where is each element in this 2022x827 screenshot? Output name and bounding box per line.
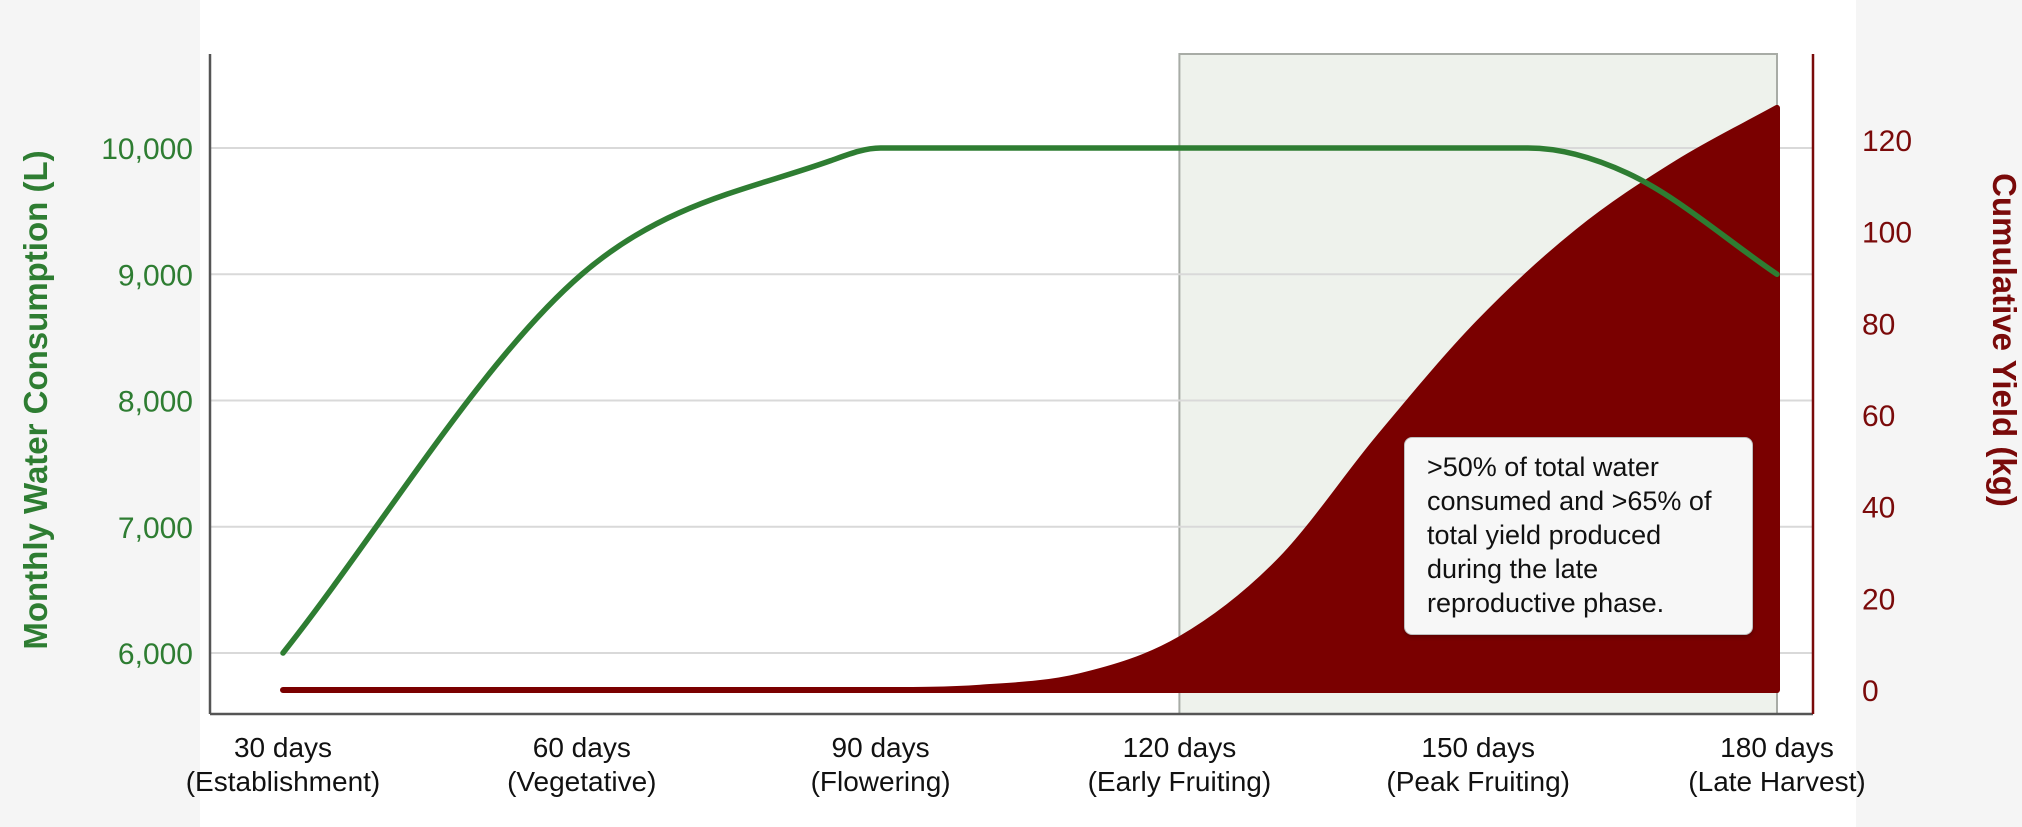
y-tick-label-right: 60 [1862, 400, 1895, 433]
y-axis-title-left: Monthly Water Consumption (L) [17, 150, 54, 649]
annotation-line: during the late [1427, 554, 1599, 584]
annotation-box: >50% of total water consumed and >65% of t… [1404, 437, 1753, 635]
annotation-line: >50% of total water [1427, 452, 1659, 482]
y-tick-label-left: 9,000 [118, 259, 193, 292]
x-tick-label: 180 days (Late Harvest) [1688, 732, 1865, 797]
x-tick-label: 30 days (Establishment) [186, 732, 381, 797]
y-tick-label-right: 120 [1862, 125, 1912, 158]
y-tick-label-right: 40 [1862, 492, 1895, 525]
y-tick-label-right: 100 [1862, 217, 1912, 250]
x-tick-label: 90 days (Flowering) [811, 732, 951, 797]
y-tick-label-left: 7,000 [118, 512, 193, 545]
annotation-line: total yield produced [1427, 520, 1662, 550]
x-tick-label: 60 days (Vegetative) [507, 732, 656, 797]
y-tick-label-right: 0 [1862, 675, 1879, 708]
y-axis-title-right: Cumulative Yield (kg) [1986, 173, 2022, 507]
y-tick-label-left: 10,000 [101, 133, 193, 166]
x-tick-label: 120 days (Early Fruiting) [1088, 732, 1272, 797]
x-tick-label: 150 days (Peak Fruiting) [1386, 732, 1570, 797]
y-tick-label-right: 20 [1862, 583, 1895, 616]
cumulative-yield-area [280, 104, 1780, 694]
annotation-line: consumed and >65% of [1427, 486, 1712, 516]
y-tick-label-left: 8,000 [118, 386, 193, 419]
y-tick-label-right: 80 [1862, 308, 1895, 341]
annotation-line: reproductive phase. [1427, 588, 1665, 618]
y-tick-label-left: 6,000 [118, 638, 193, 671]
water-consumption-line [280, 145, 1780, 656]
